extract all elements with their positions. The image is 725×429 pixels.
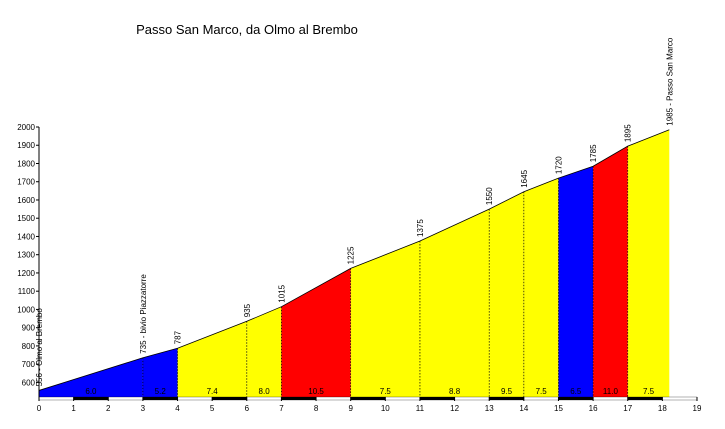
x-tick-label: 14 xyxy=(519,404,528,413)
y-tick-label: 1700 xyxy=(17,178,35,187)
segment xyxy=(593,146,628,397)
x-tick-label: 12 xyxy=(450,404,459,413)
point-label: 1015 xyxy=(277,284,286,302)
y-tick-label: 1300 xyxy=(17,251,35,260)
point-label: 1895 xyxy=(624,124,633,142)
km-bar xyxy=(142,396,178,401)
segment-label: 6.5 xyxy=(570,387,582,396)
km-bar xyxy=(38,396,74,401)
x-tick-label: 1 xyxy=(71,404,76,413)
point-label: 1785 xyxy=(589,144,598,162)
km-bar xyxy=(315,396,351,401)
segment xyxy=(350,241,420,397)
x-tick-label: 9 xyxy=(348,404,353,413)
x-tick-label: 19 xyxy=(693,404,702,413)
segment xyxy=(558,166,594,397)
segment xyxy=(489,191,524,397)
y-tick-label: 1400 xyxy=(17,232,35,241)
point-label: 1720 xyxy=(554,156,563,174)
x-tick-label: 0 xyxy=(37,404,42,413)
point-label: 1985 - Passo San Marco xyxy=(665,37,674,126)
segment xyxy=(627,129,670,397)
x-tick-label: 8 xyxy=(314,404,319,413)
segment xyxy=(177,321,247,397)
x-tick-label: 11 xyxy=(416,404,425,413)
km-bar xyxy=(350,396,386,401)
segment-label: 11.0 xyxy=(603,387,619,396)
chart-title: Passo San Marco, da Olmo al Brembo xyxy=(136,22,358,37)
km-bar xyxy=(662,396,698,401)
x-tick-label: 7 xyxy=(279,404,284,413)
y-tick-label: 700 xyxy=(22,360,36,369)
y-tick-label: 1900 xyxy=(17,141,35,150)
x-tick-label: 6 xyxy=(245,404,250,413)
segment-label: 7.5 xyxy=(643,387,655,396)
segment xyxy=(142,348,178,397)
segment-label: 7.5 xyxy=(536,387,548,396)
segment-label: 7.4 xyxy=(207,387,219,396)
segment-label: 7.5 xyxy=(380,387,392,396)
x-tick-label: 16 xyxy=(589,404,598,413)
y-tick-label: 1200 xyxy=(17,269,35,278)
segment xyxy=(281,268,351,397)
y-tick-label: 1600 xyxy=(17,196,35,205)
x-tick-label: 5 xyxy=(210,404,215,413)
profile-line xyxy=(38,129,670,391)
segment xyxy=(523,178,559,397)
point-label: 787 xyxy=(174,330,183,344)
km-bar xyxy=(419,396,455,401)
point-label: 1225 xyxy=(347,246,356,264)
segment-label: 9.5 xyxy=(501,387,513,396)
segment xyxy=(246,306,282,397)
point-label: 1645 xyxy=(520,169,529,187)
point-label: 935 xyxy=(243,303,252,317)
point-label: 1550 xyxy=(485,187,494,205)
x-tick-label: 2 xyxy=(106,404,111,413)
y-tick-label: 600 xyxy=(22,378,36,387)
km-bar xyxy=(246,396,282,401)
segment-label: 5.2 xyxy=(155,387,167,396)
km-bar xyxy=(281,396,317,401)
km-bar xyxy=(454,396,490,401)
y-tick-label: 900 xyxy=(22,324,36,333)
km-bar xyxy=(212,396,247,401)
x-tick-label: 10 xyxy=(381,404,390,413)
x-tick-label: 17 xyxy=(623,404,632,413)
segment-label: 8.0 xyxy=(259,387,271,396)
x-tick-label: 3 xyxy=(141,404,146,413)
km-bar xyxy=(385,396,421,401)
km-bar xyxy=(177,396,213,401)
km-bar xyxy=(489,396,524,401)
km-bar xyxy=(627,396,663,401)
y-tick-label: 1500 xyxy=(17,214,35,223)
segment-label: 10.5 xyxy=(308,387,324,396)
point-label: 1375 xyxy=(416,219,425,237)
x-tick-label: 4 xyxy=(175,404,180,413)
point-label: 735 - bivio Piazzatorre xyxy=(139,274,148,354)
x-tick-label: 15 xyxy=(554,404,563,413)
y-tick-label: 1100 xyxy=(18,287,36,296)
km-bar xyxy=(523,396,559,401)
y-tick-label: 2000 xyxy=(17,123,35,132)
segment xyxy=(419,209,490,397)
segment-label: 8.8 xyxy=(449,387,461,396)
segment xyxy=(39,357,143,397)
x-tick-label: 18 xyxy=(658,404,667,413)
km-bar xyxy=(108,396,144,401)
y-tick-label: 1800 xyxy=(17,159,35,168)
km-bar xyxy=(73,396,109,401)
y-tick-label: 1000 xyxy=(17,305,35,314)
km-bar xyxy=(592,396,628,401)
x-tick-label: 13 xyxy=(485,404,494,413)
km-bar xyxy=(558,396,594,401)
y-tick-label: 800 xyxy=(22,342,36,351)
segment-label: 6.0 xyxy=(85,387,97,396)
